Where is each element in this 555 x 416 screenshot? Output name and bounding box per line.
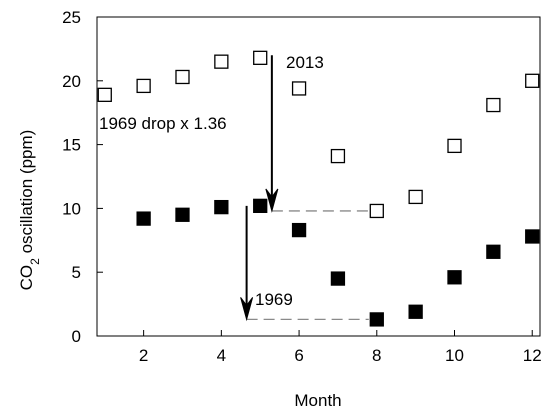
y-axis-ticks: 0 5 10 15 20 25 [62,8,103,346]
plot-area [96,16,541,337]
y-tick-label: 20 [62,72,81,91]
series-filled [136,198,540,327]
filled-square-point [486,244,501,259]
y-tick-label: 10 [62,199,81,218]
open-square-point [369,203,384,219]
filled-square-point [214,199,229,215]
filled-square-point [408,304,423,319]
annotation-layer [240,55,369,322]
x-tick-label: 10 [445,346,464,365]
series-layer [97,50,540,327]
y-tick-label: 25 [62,8,81,27]
open-square-point [447,138,462,154]
series-open [97,50,540,219]
filled-square-point [175,207,190,222]
open-square-point [253,50,268,65]
filled-square-point [369,312,384,327]
y-axis-label: CO2 oscillation (ppm) [17,130,42,291]
annotation-label-2013: 2013 [286,53,324,72]
y-tick-label: 0 [72,327,81,346]
open-square-point [330,148,346,164]
annotation-label-drop-factor: 1969 drop x 1.36 [99,114,227,133]
annotation-arrow-head [240,297,254,322]
annotation-arrow-head [265,188,279,213]
filled-square-point [136,211,151,226]
open-square-point [136,78,151,94]
open-square-point [214,54,229,69]
x-tick-label: 6 [294,346,303,365]
filled-square-point [447,270,462,285]
open-square-point [97,87,112,102]
open-square-point [291,81,307,96]
plot-frame [96,16,541,337]
filled-square-point [253,198,268,213]
open-square-point [408,189,423,205]
annotation-label-1969: 1969 [255,290,293,309]
x-tick-label: 2 [139,346,148,365]
y-tick-label: 15 [62,136,81,155]
filled-square-point [291,222,307,238]
open-square-point [175,69,190,85]
open-square-point [486,97,501,113]
x-tick-label: 4 [217,346,226,365]
open-square-point [525,73,540,88]
y-tick-label: 5 [72,263,81,282]
x-axis-label: Month [294,391,341,410]
filled-square-point [525,229,540,244]
filled-square-point [330,271,346,286]
x-tick-label: 8 [372,346,381,365]
x-axis-ticks: 2 4 6 8 10 12 [139,330,542,365]
x-tick-label: 12 [523,346,542,365]
